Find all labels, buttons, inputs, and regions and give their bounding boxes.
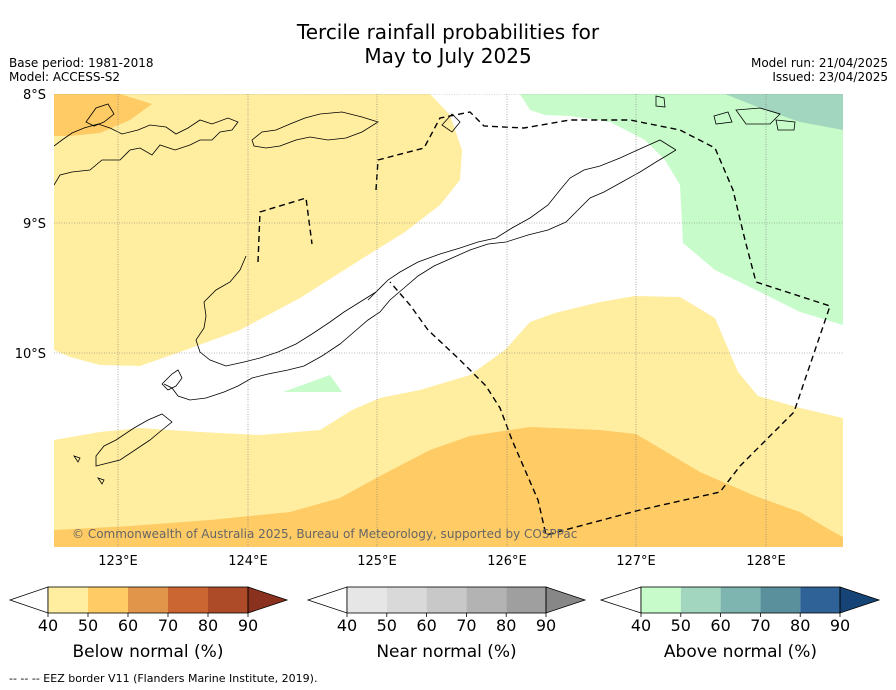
colorbar-label: Below normal (%) [73,642,224,662]
colorbar-over-arrow [247,586,289,614]
colorbar-tick-label: 80 [790,616,810,635]
title-line-1: Tercile rainfall probabilities for [296,20,600,44]
colorbar-segment [760,587,801,613]
coast-rote-island [161,369,183,391]
colorbar-segment [168,587,208,613]
colorbar-segment [680,587,721,613]
coastlines [54,95,796,485]
above-normal-60-region-north [725,94,843,130]
colorbar-segment [426,587,467,613]
colorbar-outline [47,586,249,614]
above-normal-50-region-north [520,94,843,325]
coast-timor-north [367,139,677,301]
colorbar-tick-label: 40 [631,616,651,635]
lon-tick-label: 123°E [98,554,138,569]
colorbar-tick-label: 60 [118,616,138,635]
colorbar-tick-label: 50 [377,616,397,635]
lat-tick-label: 9°S [23,217,46,232]
colorbar: 40 50 60 70 80 90 Above normal (%) [599,586,881,662]
coast-alor-wetar [251,111,379,149]
colorbar-under-arrow [8,586,49,614]
model-run-label: Model run: 21/04/2025 [750,56,888,70]
colorbar-tick-label: 70 [750,616,770,635]
colorbar-over-arrow [839,586,881,614]
colorbar-tick-label: 50 [78,616,98,635]
lat-tick-label: 8°S [23,88,46,103]
colorbar-legends: 40 50 60 70 80 90 Below normal (%) 40 50 60 70 80 90… [8,586,881,662]
graticule [54,94,843,547]
coast-sumba-fragments [73,413,173,485]
lat-tick-label: 10°S [15,347,46,362]
above-normal-50-patch [283,375,342,392]
eez-footnote: -- -- -- EEZ border V11 (Flanders Marine… [9,672,318,685]
colorbar-tick-label: 70 [456,616,476,635]
eez-border-line [257,111,831,536]
colorbar-tick-label: 40 [38,616,58,635]
colorbar-segment [208,587,248,613]
below-normal-50-region-north [54,94,462,366]
colorbar-over-arrow [545,586,587,614]
below-normal-60-region-north [54,94,152,136]
colorbar-segment [128,587,168,613]
lat-axis: 8°S 9°S 10°S [15,88,46,362]
lon-tick-label: 128°E [746,554,786,569]
colorbar-tick-label: 60 [710,616,730,635]
colorbar-label: Above normal (%) [664,642,817,662]
colorbar-segment [347,587,387,613]
colorbar-tick-label: 50 [671,616,691,635]
colorbar-tick-label: 70 [158,616,178,635]
colorbar-tick-label: 80 [198,616,218,635]
copyright-notice: © Commonwealth of Australia 2025, Bureau… [72,527,577,541]
coast-timor-main [163,149,677,401]
model-label: Model: ACCESS-S2 [9,70,121,84]
colorbar-segment [386,587,427,613]
lon-tick-label: 126°E [487,554,527,569]
lon-tick-label: 127°E [616,554,656,569]
lon-tick-label: 124°E [228,554,268,569]
colorbar-tick-label: 90 [830,616,850,635]
coast-kisar-island [655,95,666,108]
title-line-2: May to July 2025 [364,44,532,68]
coast-small-island-1 [85,103,115,127]
colorbar-segment [506,587,546,613]
colorbar-outline [640,586,841,614]
map-plot-area: © Commonwealth of Australia 2025, Bureau… [54,94,843,547]
meta-left: Base period: 1981-2018 Model: ACCESS-S2 [9,56,154,84]
below-normal-60-region-south [54,427,843,547]
colorbar: 40 50 60 70 80 90 Below normal (%) [8,586,289,662]
colorbar-segment [641,587,681,613]
colorbar-tick-label: 90 [238,616,258,635]
colorbar-tick-label: 90 [536,616,556,635]
colorbar-label: Near normal (%) [376,642,516,662]
coast-timor-west [195,255,377,367]
colorbar-segment [800,587,840,613]
colorbar-segment [466,587,507,613]
colorbar: 40 50 60 70 80 90 Near normal (%) [306,586,587,662]
base-period-label: Base period: 1981-2018 [9,56,154,70]
colorbar-under-arrow [306,586,348,614]
colorbar-tick-label: 80 [496,616,516,635]
colorbar-outline [346,586,547,614]
lon-tick-label: 125°E [357,554,397,569]
colorbar-segment [720,587,761,613]
lon-axis: 123°E 124°E 125°E 126°E 127°E 128°E [98,554,786,569]
coast-leti-islands [713,107,796,131]
meta-right: Model run: 21/04/2025 Issued: 23/04/2025 [751,56,888,84]
colorbar-tick-label: 40 [337,616,357,635]
colorbar-tick-label: 60 [416,616,436,635]
colorbar-segment [48,587,88,613]
coast-small-island-2 [441,113,461,133]
issued-label: Issued: 23/04/2025 [772,70,888,84]
map-title: Tercile rainfall probabilities for May t… [0,20,896,68]
colorbar-segment [88,587,128,613]
coast-north-islands [54,117,239,186]
colorbar-under-arrow [599,586,642,614]
